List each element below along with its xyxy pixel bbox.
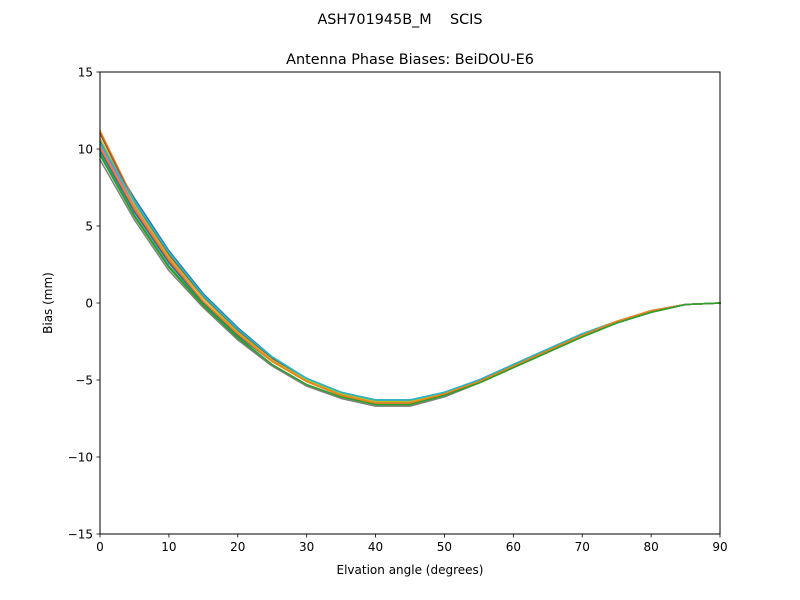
y-tick-label: 10	[78, 142, 93, 156]
y-axis: −15 −10 −5 0 5 10 15	[68, 65, 100, 541]
series-line-9	[98, 137, 721, 403]
x-tick-label: 70	[575, 540, 590, 554]
y-tick-label: 0	[85, 296, 93, 310]
x-tick-label: 20	[230, 540, 245, 554]
series-line-4	[98, 147, 721, 403]
series-line-11	[98, 149, 721, 404]
x-tick-label: 10	[161, 540, 176, 554]
x-axis-label: Elvation angle (degrees)	[337, 563, 484, 577]
series-line-7	[98, 144, 721, 403]
x-tick-label: 80	[643, 540, 658, 554]
y-tick-label: 5	[85, 219, 93, 233]
series-line-12	[98, 146, 721, 404]
x-tick-label: 30	[299, 540, 314, 554]
x-tick-label: 90	[712, 540, 727, 554]
x-axis: 0 10 20 30 40 50 60 70 80 90	[96, 534, 728, 554]
x-tick-label: 0	[96, 540, 104, 554]
x-tick-label: 60	[506, 540, 521, 554]
plot-frame	[99, 71, 721, 535]
series-line-10	[98, 141, 721, 401]
y-tick-label: −10	[68, 450, 93, 464]
series-line-6	[98, 132, 721, 403]
series-layer	[98, 129, 721, 407]
y-axis-label: Bias (mm)	[41, 272, 55, 334]
y-tick-label: −5	[75, 373, 93, 387]
series-line-5	[98, 143, 721, 401]
series-line-13	[98, 152, 721, 406]
series-line-1	[98, 140, 721, 401]
y-tick-label: −15	[68, 527, 93, 541]
series-line-2	[98, 129, 721, 403]
x-tick-label: 50	[437, 540, 452, 554]
x-tick-label: 40	[368, 540, 383, 554]
figure-suptitle: ASH701945B_M SCIS	[317, 12, 482, 28]
chart-title: Antenna Phase Biases: BeiDOU-E6	[286, 52, 534, 68]
y-tick-label: 15	[78, 65, 93, 79]
